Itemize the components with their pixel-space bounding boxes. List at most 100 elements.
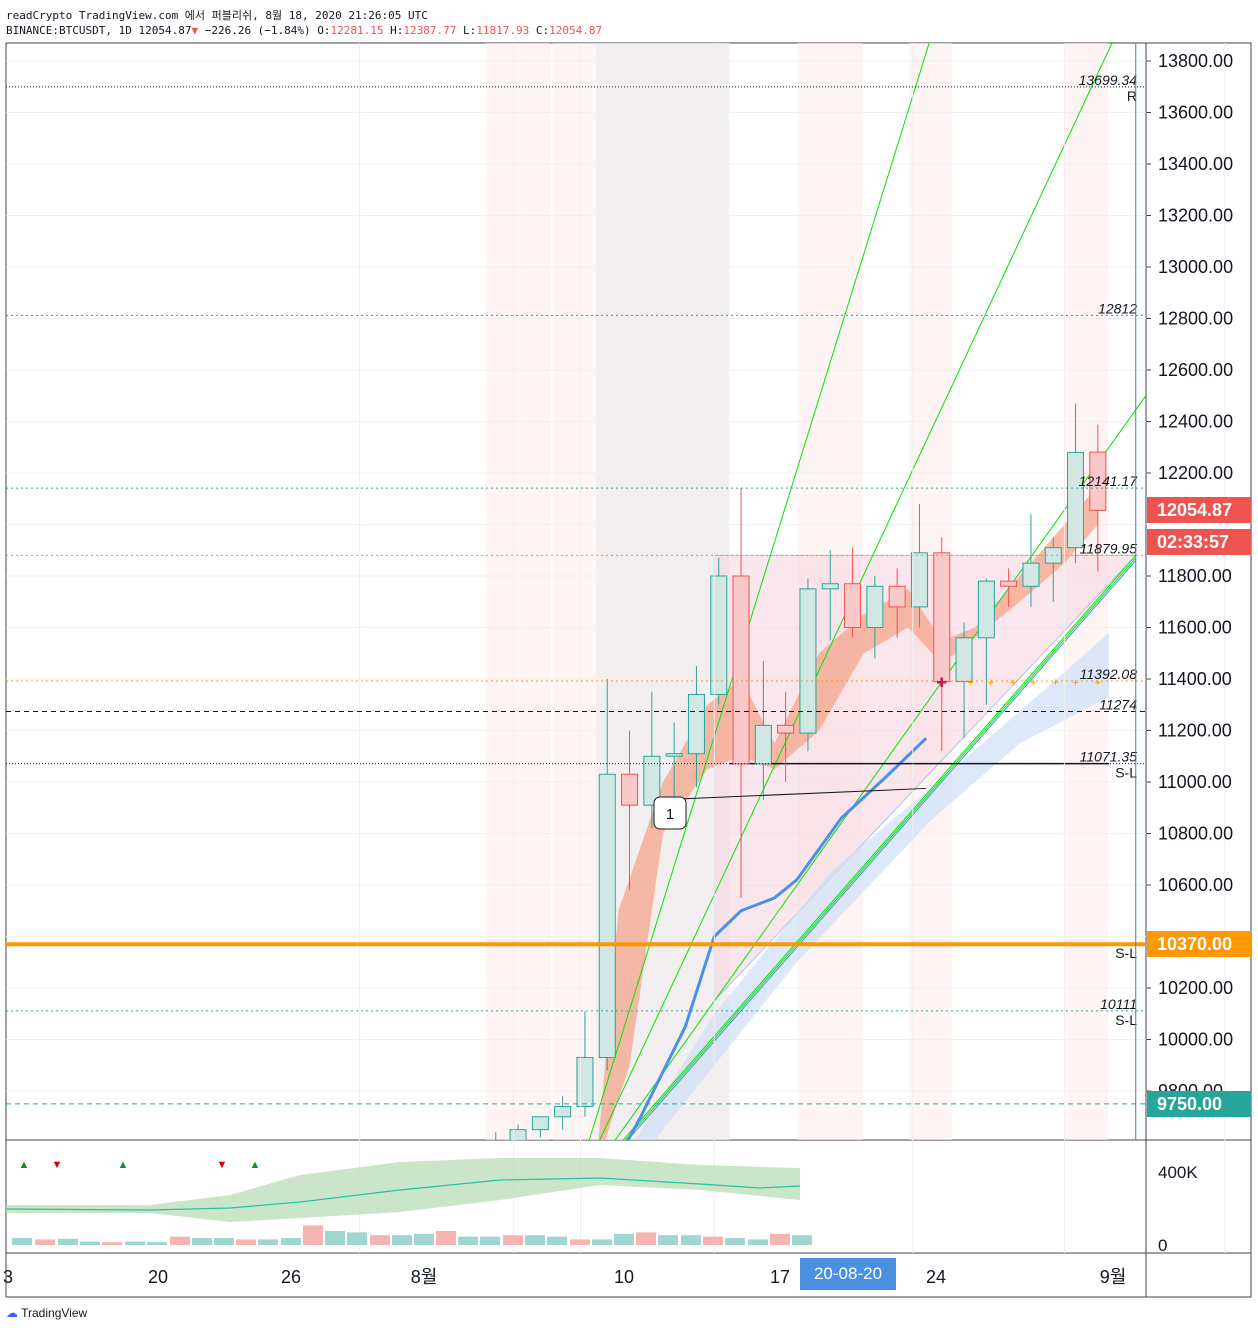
- y-tick-label: 13800.00: [1158, 51, 1233, 71]
- x-tick-label: 26: [281, 1267, 301, 1287]
- ohlc-legend: BINANCE:BTCUSDT, 1D 12054.87▼ −226.26 (−…: [6, 24, 602, 37]
- x-tick-label: 24: [926, 1267, 946, 1287]
- buy-arrow-icon: ▲: [19, 1159, 30, 1171]
- sell-arrow-icon: ▼: [217, 1159, 228, 1171]
- candle-body: [910, 552, 928, 608]
- volume-bar: [547, 1236, 567, 1245]
- price-tag-last: 12054.87: [1147, 497, 1251, 524]
- trend-line: [622, 555, 1137, 1140]
- y-tick-label: 11000.00: [1158, 772, 1232, 792]
- volume-bar: [370, 1235, 390, 1245]
- candle-body: [933, 552, 951, 683]
- symbol-label: BINANCE:BTCUSDT, 1D: [6, 24, 132, 37]
- close-label: C:: [535, 24, 550, 37]
- main-pane: [6, 43, 1146, 1158]
- trend-line-blue: [627, 560, 1137, 1140]
- candle-body: [710, 575, 728, 695]
- volume-bar: [725, 1238, 745, 1245]
- level-sub-label: S-L: [1115, 1012, 1137, 1028]
- candle-body: [687, 693, 705, 755]
- cloud-icon: ☁: [6, 1306, 18, 1320]
- publish-info: readCrypto TradingView.com 에서 퍼블리쉬, 8월 1…: [6, 9, 428, 22]
- volume-bar: [58, 1238, 78, 1245]
- candle-body: [1089, 451, 1107, 511]
- level-label: 11071.35: [1080, 749, 1138, 765]
- y-tick-label: 12200.00: [1158, 463, 1233, 483]
- callout-label: 1: [666, 806, 674, 823]
- volume-bar: [703, 1236, 723, 1245]
- y-tick-label: 13200.00: [1158, 206, 1233, 226]
- trend-line: [588, 43, 930, 1140]
- y-tick-label: 11800.00: [1158, 566, 1232, 586]
- buy-arrow-icon: ▲: [250, 1159, 261, 1171]
- volume-bar: [12, 1238, 32, 1245]
- volume-bar: [503, 1235, 523, 1245]
- level-sub-label: R: [1127, 88, 1137, 104]
- y-tick-label: 11200.00: [1158, 721, 1232, 741]
- candle-body: [621, 773, 639, 806]
- x-tick-label: 17: [770, 1267, 790, 1287]
- candle-body: [488, 1153, 504, 1158]
- level-label: 11274: [1099, 696, 1137, 712]
- level-sub-label: S-L: [1115, 945, 1137, 961]
- price-tag-support-low: 9750.00: [1147, 1090, 1251, 1117]
- trend-line: [624, 557, 1137, 1140]
- volume-bar: [147, 1242, 167, 1245]
- session-band: [485, 43, 551, 1140]
- y-tick-label: 11600.00: [1158, 618, 1232, 638]
- volume-bar: [681, 1235, 701, 1245]
- x-tick-label: 3: [3, 1267, 13, 1287]
- volume-bar: [570, 1239, 590, 1245]
- volume-bar: [792, 1235, 812, 1245]
- y-tick-label: 10600.00: [1158, 875, 1233, 895]
- volume-bar: [303, 1225, 323, 1245]
- volume-bar: [214, 1238, 234, 1245]
- volume-bar: [80, 1241, 100, 1245]
- volume-axis-label: 0: [1158, 1236, 1167, 1255]
- candle-body: [777, 724, 795, 734]
- level-label: 10111: [1100, 996, 1137, 1012]
- y-tick-label: 12800.00: [1158, 309, 1233, 329]
- volume-bar: [614, 1233, 634, 1245]
- candle-body: [977, 580, 995, 639]
- callout-box: [653, 796, 687, 830]
- price-tag-support: 10370.00: [1147, 931, 1251, 958]
- moving-average-line: [626, 737, 928, 1140]
- sell-arrow-icon: ▼: [52, 1159, 63, 1171]
- y-tick-label: 13000.00: [1158, 257, 1233, 277]
- candle-body: [844, 583, 862, 628]
- volume-bar: [458, 1236, 478, 1245]
- countdown-tag: 02:33:57: [1147, 529, 1251, 556]
- change-value: −226.26 (−1.84%): [204, 24, 311, 37]
- crosshair-date-tag: 20-08-20: [800, 1258, 896, 1290]
- volume-bar: [258, 1239, 278, 1245]
- brand-name: TradingView: [21, 1306, 88, 1320]
- candle-body: [531, 1116, 549, 1131]
- volume-bar: [35, 1239, 55, 1245]
- candle-body: [576, 1057, 594, 1107]
- open-label: O:: [317, 24, 331, 37]
- level-label: 11879.95: [1080, 540, 1138, 556]
- candle-body: [866, 585, 884, 628]
- y-tick-label: 10000.00: [1158, 1030, 1233, 1050]
- volume-bar: [392, 1235, 412, 1245]
- candle-body: [955, 637, 973, 683]
- volume-bar: [414, 1233, 434, 1245]
- y-tick-label: 13600.00: [1158, 103, 1233, 123]
- x-tick-label: 8월: [411, 1267, 438, 1287]
- signal-marker: +: [968, 677, 974, 689]
- volume-bar: [236, 1239, 256, 1245]
- candle-body: [754, 724, 772, 765]
- low-value: 11817.93: [476, 24, 530, 37]
- candle-body: [554, 1105, 572, 1118]
- candle-body: [509, 1129, 527, 1140]
- signal-marker: +: [1072, 677, 1078, 689]
- volume-bar: [125, 1241, 145, 1245]
- volume-bar: [347, 1232, 367, 1245]
- candle-body: [732, 575, 750, 765]
- candle-body: [888, 585, 906, 608]
- candle-body: [799, 588, 817, 734]
- volume-bar: [192, 1238, 212, 1245]
- level-label: 12141.17: [1079, 473, 1139, 489]
